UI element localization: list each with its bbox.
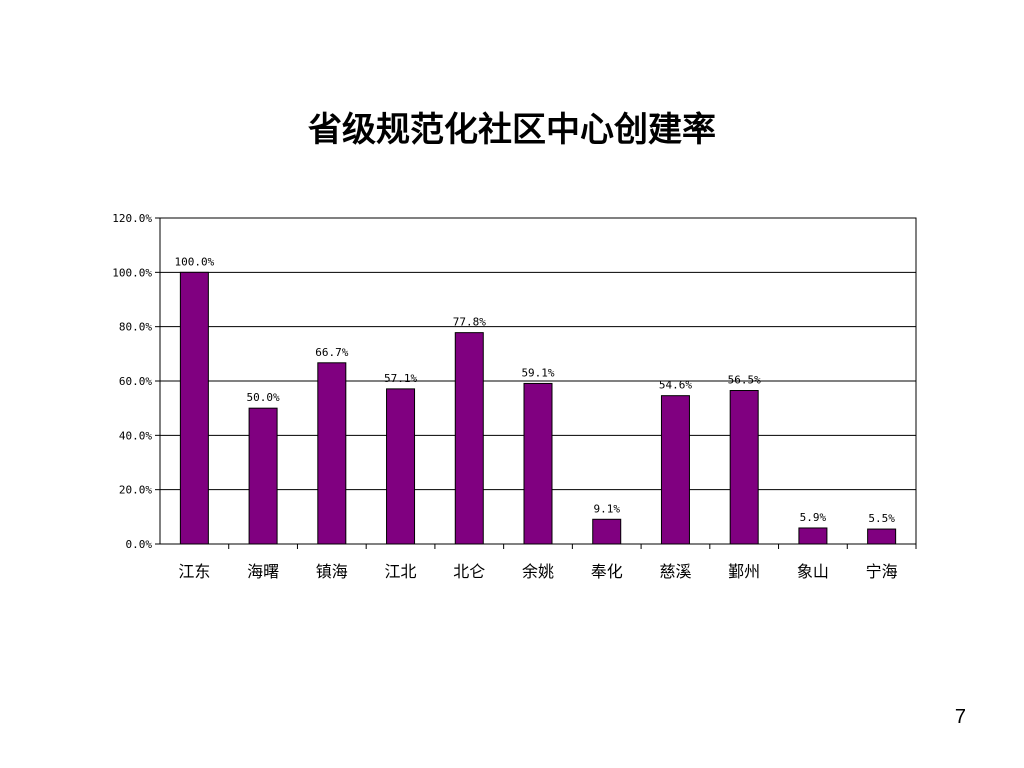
y-tick-label: 100.0% (112, 266, 152, 279)
x-tick-label: 奉化 (591, 562, 623, 581)
bar (386, 388, 416, 545)
page-number: 7 (954, 706, 966, 728)
bar (729, 390, 759, 545)
x-tick-label: 江北 (385, 562, 417, 581)
slide-title: 省级规范化社区中心创建率 (308, 110, 716, 150)
x-tick-label: 余姚 (522, 562, 554, 581)
plot-border (159, 217, 917, 545)
bar (867, 528, 897, 545)
y-tick-label: 20.0% (119, 484, 152, 497)
y-tick-label: 0.0% (126, 538, 153, 551)
y-tick-label: 80.0% (119, 321, 152, 334)
data-label: 50.0% (247, 391, 280, 404)
bar (179, 271, 209, 545)
y-tick-label: 40.0% (119, 429, 152, 442)
x-tick-label: 江东 (178, 562, 210, 581)
x-tick-label: 象山 (797, 562, 829, 581)
data-label: 54.6% (659, 379, 692, 392)
bar (248, 407, 278, 545)
y-tick-label: 60.0% (119, 375, 152, 388)
x-tick-label: 鄞州 (728, 562, 760, 581)
data-label: 56.5% (728, 374, 761, 387)
x-tick-label: 宁海 (866, 562, 898, 581)
bar (454, 332, 484, 545)
data-label: 5.9% (800, 511, 827, 524)
bar (592, 518, 622, 545)
data-label: 9.1% (593, 502, 620, 515)
x-tick-label: 海曙 (247, 562, 279, 581)
bar (660, 395, 690, 545)
data-label: 66.7% (315, 346, 348, 359)
bar (317, 362, 347, 545)
x-tick-label: 北仑 (453, 562, 485, 581)
bar (523, 382, 553, 545)
data-label: 5.5% (868, 512, 895, 525)
data-label: 100.0% (174, 255, 214, 268)
data-label: 57.1% (384, 372, 417, 385)
y-tick-label: 120.0% (112, 212, 152, 225)
x-tick-label: 慈溪 (659, 562, 691, 581)
x-tick-label: 镇海 (316, 562, 348, 581)
data-label: 59.1% (521, 366, 554, 379)
bar (798, 527, 828, 545)
data-label: 77.8% (453, 316, 486, 329)
